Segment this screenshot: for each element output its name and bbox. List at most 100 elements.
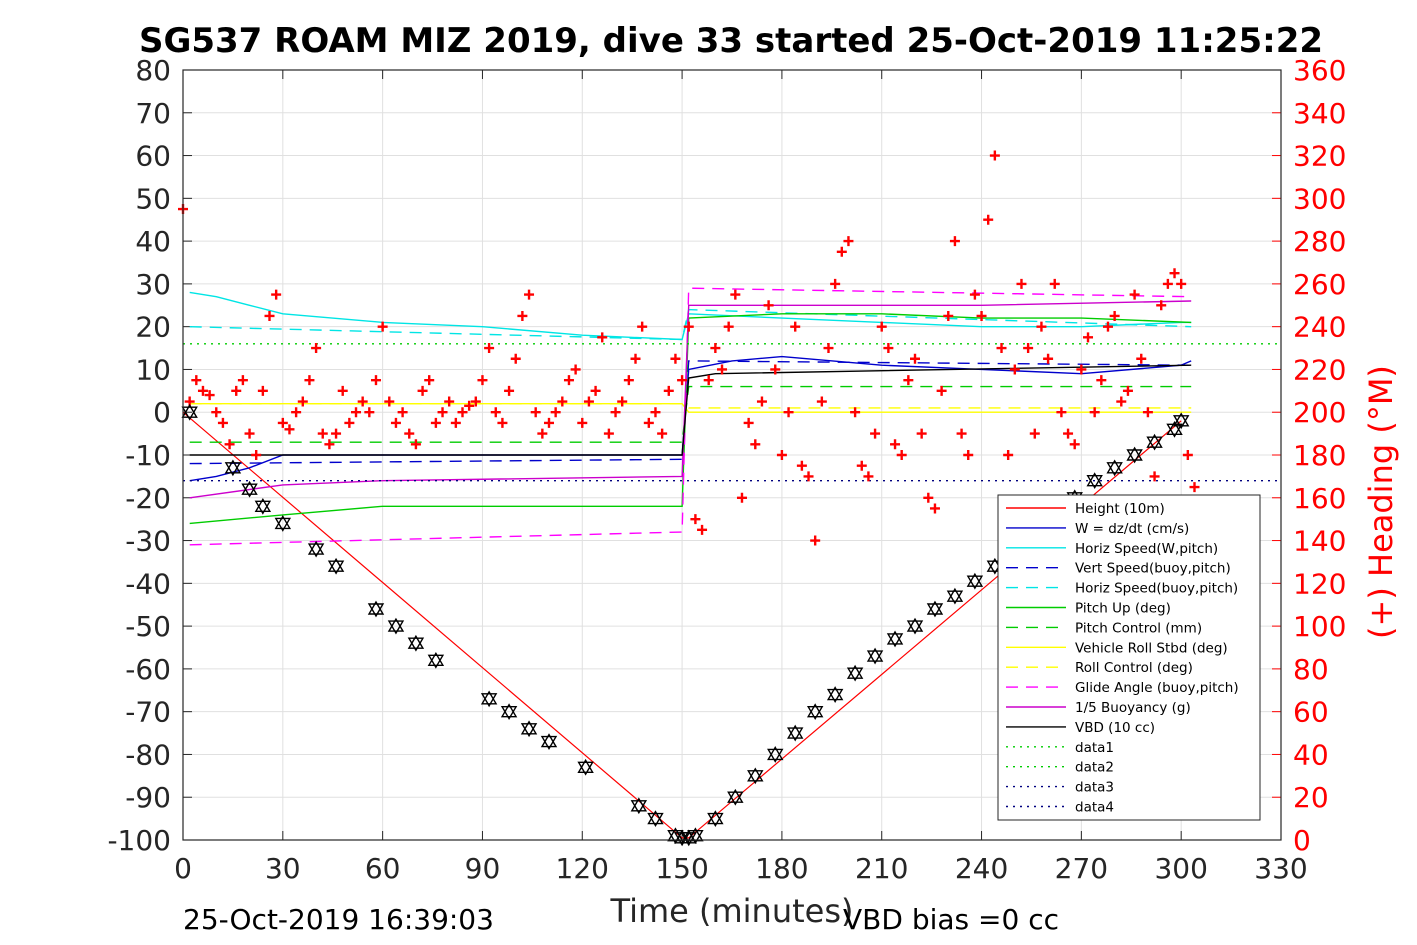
- heading-point: [191, 375, 202, 386]
- x-tick-label: 270: [1055, 852, 1108, 885]
- heading-point: [251, 450, 262, 460]
- heading-point: [810, 535, 821, 546]
- heading-point: [697, 524, 708, 535]
- x-tick-label: 330: [1254, 852, 1307, 885]
- heading-point: [537, 428, 548, 439]
- heading-point: [417, 385, 428, 396]
- heading-point: [217, 417, 228, 428]
- heading-point: [663, 385, 674, 396]
- heading-point: [823, 343, 834, 354]
- heading-point: [351, 407, 362, 418]
- heading-point: [776, 450, 787, 460]
- heading-point: [397, 407, 408, 418]
- right-axis-ticks: 3603403203002802602402202001801601401201…: [1293, 54, 1346, 857]
- heading-point: [331, 428, 342, 439]
- heading-point: [677, 375, 688, 386]
- legend-label: Pitch Control (mm): [1075, 620, 1202, 636]
- heading-point: [936, 385, 947, 396]
- dive-marker: [786, 724, 804, 742]
- heading-point: [477, 375, 488, 386]
- heading-point: [1169, 268, 1180, 279]
- y-tick-label: 70: [135, 97, 171, 130]
- y2-tick-label: 260: [1293, 268, 1346, 301]
- heading-point: [211, 407, 222, 418]
- heading-point: [464, 400, 475, 411]
- heading-point: [896, 450, 907, 460]
- y2-tick-label: 100: [1293, 610, 1346, 643]
- heading-point: [424, 375, 435, 386]
- heading-point: [836, 246, 847, 257]
- y-tick-label: 50: [135, 182, 171, 215]
- dive-marker: [577, 758, 594, 776]
- heading-point: [1122, 385, 1133, 396]
- legend-label: data1: [1075, 740, 1114, 756]
- heading-point: [390, 417, 401, 428]
- heading-point: [317, 428, 328, 439]
- heading-point: [237, 375, 248, 386]
- heading-point: [816, 396, 827, 407]
- heading-point: [976, 310, 987, 321]
- heading-point: [610, 407, 621, 418]
- heading-point: [450, 417, 461, 428]
- y-tick-label: 80: [135, 54, 171, 87]
- heading-point: [717, 364, 728, 375]
- series-line-glide-angle-buoy-pitch: [189, 287, 1192, 546]
- dive-marker: [926, 600, 944, 618]
- heading-point: [410, 439, 421, 450]
- heading-point: [670, 353, 681, 364]
- heading-point: [1009, 364, 1020, 375]
- x-axis-ticks: 0 30 60 90 120 150 180 210 240 270 300 330: [174, 852, 1308, 885]
- heading-point: [1083, 332, 1094, 343]
- x-tick-label: 240: [955, 852, 1008, 885]
- heading-point: [710, 343, 721, 354]
- y2-tick-label: 220: [1293, 353, 1346, 386]
- dive-marker: [367, 600, 385, 618]
- heading-point: [404, 428, 415, 439]
- heading-point: [444, 396, 455, 407]
- heading-point: [617, 396, 628, 407]
- chart-title: SG537 ROAM MIZ 2019, dive 33 started 25-…: [139, 21, 1323, 61]
- heading-point: [377, 321, 388, 332]
- heading-point: [570, 364, 581, 375]
- legend-label: Pitch Up (deg): [1075, 601, 1171, 617]
- legend-label: data4: [1075, 800, 1114, 816]
- dive-marker: [1126, 446, 1143, 464]
- heading-point: [597, 332, 608, 343]
- heading-point: [956, 428, 967, 439]
- plot-frame: [182, 69, 1282, 841]
- heading-point: [1036, 321, 1047, 332]
- legend-box: [997, 494, 1261, 821]
- dive-marker: [866, 647, 884, 665]
- heading-point: [524, 289, 535, 300]
- heading-point: [364, 407, 375, 418]
- heading-point: [1069, 439, 1080, 450]
- dive-marker: [886, 630, 904, 648]
- heading-point: [204, 390, 215, 401]
- dive-marker: [407, 634, 425, 652]
- series-line-vbd-10-cc: [189, 364, 1192, 456]
- y-tick-label: -70: [125, 696, 171, 729]
- y2-tick-label: 120: [1293, 567, 1346, 600]
- heading-point: [923, 492, 934, 503]
- y-tick-label: 0: [153, 396, 171, 429]
- heading-layer: [178, 150, 1200, 546]
- series-line-horiz-speed-w-pitch: [189, 291, 1192, 341]
- heading-point: [643, 417, 654, 428]
- heading-point: [929, 503, 940, 514]
- heading-point: [989, 150, 1000, 161]
- heading-point: [690, 514, 701, 525]
- y2-tick-label: 280: [1293, 225, 1346, 258]
- heading-point: [517, 310, 528, 321]
- dive-marker: [846, 664, 864, 682]
- y-tick-label: -40: [125, 567, 171, 600]
- x-tick-label: 120: [556, 852, 609, 885]
- heading-point: [437, 407, 448, 418]
- heading-point: [949, 236, 960, 247]
- y-tick-label: -80: [125, 738, 171, 771]
- y2-tick-label: 160: [1293, 482, 1346, 515]
- heading-point: [730, 289, 741, 300]
- y2-tick-label: 320: [1293, 140, 1346, 173]
- heading-point: [1016, 278, 1027, 289]
- heading-point: [297, 396, 308, 407]
